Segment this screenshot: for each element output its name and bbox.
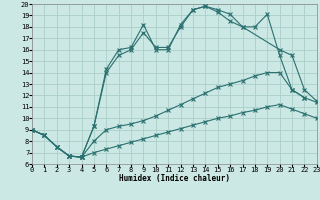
X-axis label: Humidex (Indice chaleur): Humidex (Indice chaleur) [119, 174, 230, 183]
